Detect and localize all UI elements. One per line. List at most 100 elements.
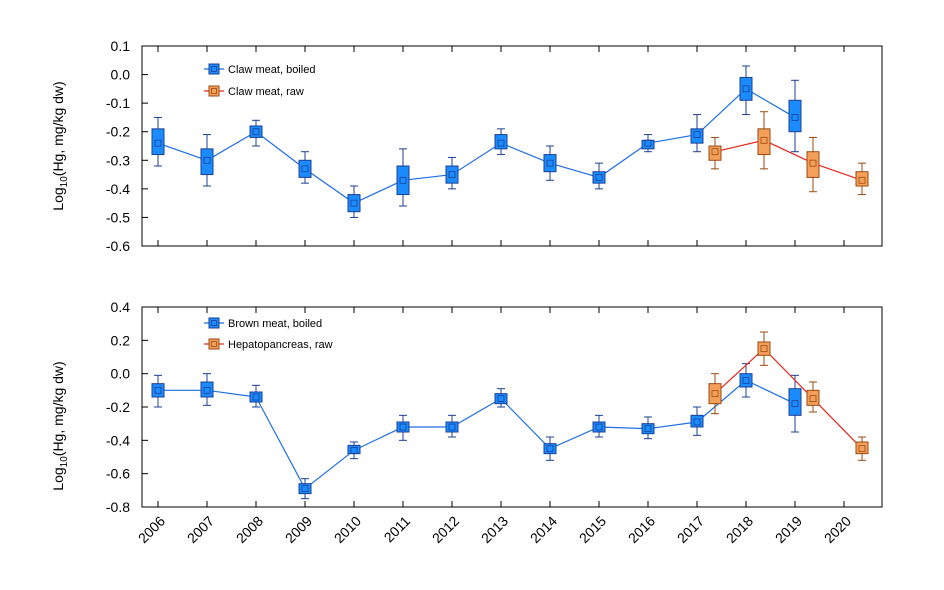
legend-swatch xyxy=(208,317,220,329)
box xyxy=(806,389,820,406)
box xyxy=(739,76,753,101)
mean-marker xyxy=(546,445,554,453)
box xyxy=(396,421,410,433)
mean-marker xyxy=(301,165,309,173)
y-tick-label: -0.2 xyxy=(106,124,130,140)
mean-marker xyxy=(693,131,701,138)
data-point xyxy=(200,373,214,406)
data-point xyxy=(249,119,263,147)
x-tick-label: 2017 xyxy=(674,513,707,546)
data-point xyxy=(592,162,606,190)
data-point xyxy=(298,151,312,184)
x-tick-label: 2011 xyxy=(381,513,414,546)
data-point xyxy=(690,114,704,153)
series-line xyxy=(157,88,796,204)
x-tick-label: 2012 xyxy=(429,513,462,546)
mean-marker xyxy=(711,390,719,398)
box xyxy=(249,391,263,403)
x-tick-label: 2006 xyxy=(135,513,168,546)
mean-marker xyxy=(203,156,211,164)
data-point xyxy=(806,136,820,193)
data-point xyxy=(445,414,459,438)
mean-marker xyxy=(497,395,505,403)
mean-marker xyxy=(760,345,768,353)
data-point xyxy=(592,414,606,438)
mean-marker xyxy=(448,171,456,178)
box xyxy=(641,139,655,150)
data-point xyxy=(151,116,165,167)
box xyxy=(788,99,802,133)
mean-marker xyxy=(809,395,817,403)
x-tick-label: 2015 xyxy=(576,513,609,546)
data-point xyxy=(347,185,361,218)
box xyxy=(708,383,722,405)
box xyxy=(690,414,704,428)
data-point xyxy=(396,148,410,207)
data-point xyxy=(543,145,557,181)
data-point xyxy=(855,162,869,196)
x-tick-label: 2010 xyxy=(331,513,364,546)
box xyxy=(855,441,869,455)
data-point xyxy=(788,79,802,153)
bottom-panel: 0.4 0.2 0.0 -0.2 -0.4 -0.6 -0.8 Log10(Hg, mg/kg… xyxy=(50,299,883,515)
series-line xyxy=(714,347,863,450)
box xyxy=(788,388,802,416)
data-point xyxy=(445,156,459,190)
data-point xyxy=(298,478,312,500)
mean-marker xyxy=(203,386,211,394)
x-tick-label: 2016 xyxy=(625,513,658,546)
box xyxy=(445,165,459,184)
legend-swatch xyxy=(208,338,220,350)
x-tick-label: 2007 xyxy=(184,513,217,546)
box xyxy=(249,125,263,138)
legend-swatch xyxy=(208,85,220,97)
mean-marker xyxy=(252,128,260,136)
y-tick-label: -0.6 xyxy=(106,466,130,482)
x-tick-label: 2020 xyxy=(821,513,854,546)
box xyxy=(347,194,361,213)
y-tick-label: 0.4 xyxy=(111,299,131,315)
x-tick-label: 2013 xyxy=(478,513,511,546)
data-point xyxy=(347,441,361,460)
data-point xyxy=(757,111,771,170)
mean-marker xyxy=(350,199,358,207)
box xyxy=(592,171,606,184)
box xyxy=(151,128,165,156)
y-tick-label: -0.4 xyxy=(106,432,130,448)
mean-marker xyxy=(742,376,750,384)
y-axis-title: Log10(Hg, mg/kg dw) xyxy=(50,81,70,210)
box xyxy=(494,134,508,150)
data-point xyxy=(249,384,263,408)
box xyxy=(200,148,214,176)
legend-label: Brown meat, boiled xyxy=(228,318,322,330)
y-tick-label: -0.8 xyxy=(106,499,130,515)
box xyxy=(298,483,312,495)
mean-marker xyxy=(301,485,309,493)
box xyxy=(690,128,704,144)
legend-marker xyxy=(211,320,217,326)
mean-marker xyxy=(154,386,162,394)
data-point xyxy=(396,414,410,441)
mean-marker xyxy=(154,139,162,147)
data-point xyxy=(690,406,704,436)
legend-label: Hepatopancreas, raw xyxy=(228,339,333,351)
y-tick-label: 0.0 xyxy=(111,67,131,83)
mean-marker xyxy=(448,423,456,431)
data-point xyxy=(641,416,655,440)
y-tick-label: 0.2 xyxy=(111,332,131,348)
mean-marker xyxy=(252,393,260,401)
data-point xyxy=(708,373,722,415)
x-axis-labels: 2006 2007 2008 2009 2010 2011 2012 2013 2014 2015… xyxy=(135,513,854,546)
mean-marker xyxy=(399,176,407,184)
mean-marker xyxy=(497,139,505,147)
legend-label: Claw meat, boiled xyxy=(228,64,315,76)
mean-marker xyxy=(693,418,701,426)
mean-marker xyxy=(644,425,652,433)
data-point xyxy=(855,436,869,461)
top-panel: 0.1 0.0 -0.1 -0.2 -0.3 -0.4 -0.5 -0.6 Log10(Hg, … xyxy=(50,38,883,254)
legend-label: Claw meat, raw xyxy=(228,86,304,98)
box xyxy=(298,159,312,178)
mean-marker xyxy=(399,423,407,431)
y-tick-label: -0.6 xyxy=(106,238,130,254)
